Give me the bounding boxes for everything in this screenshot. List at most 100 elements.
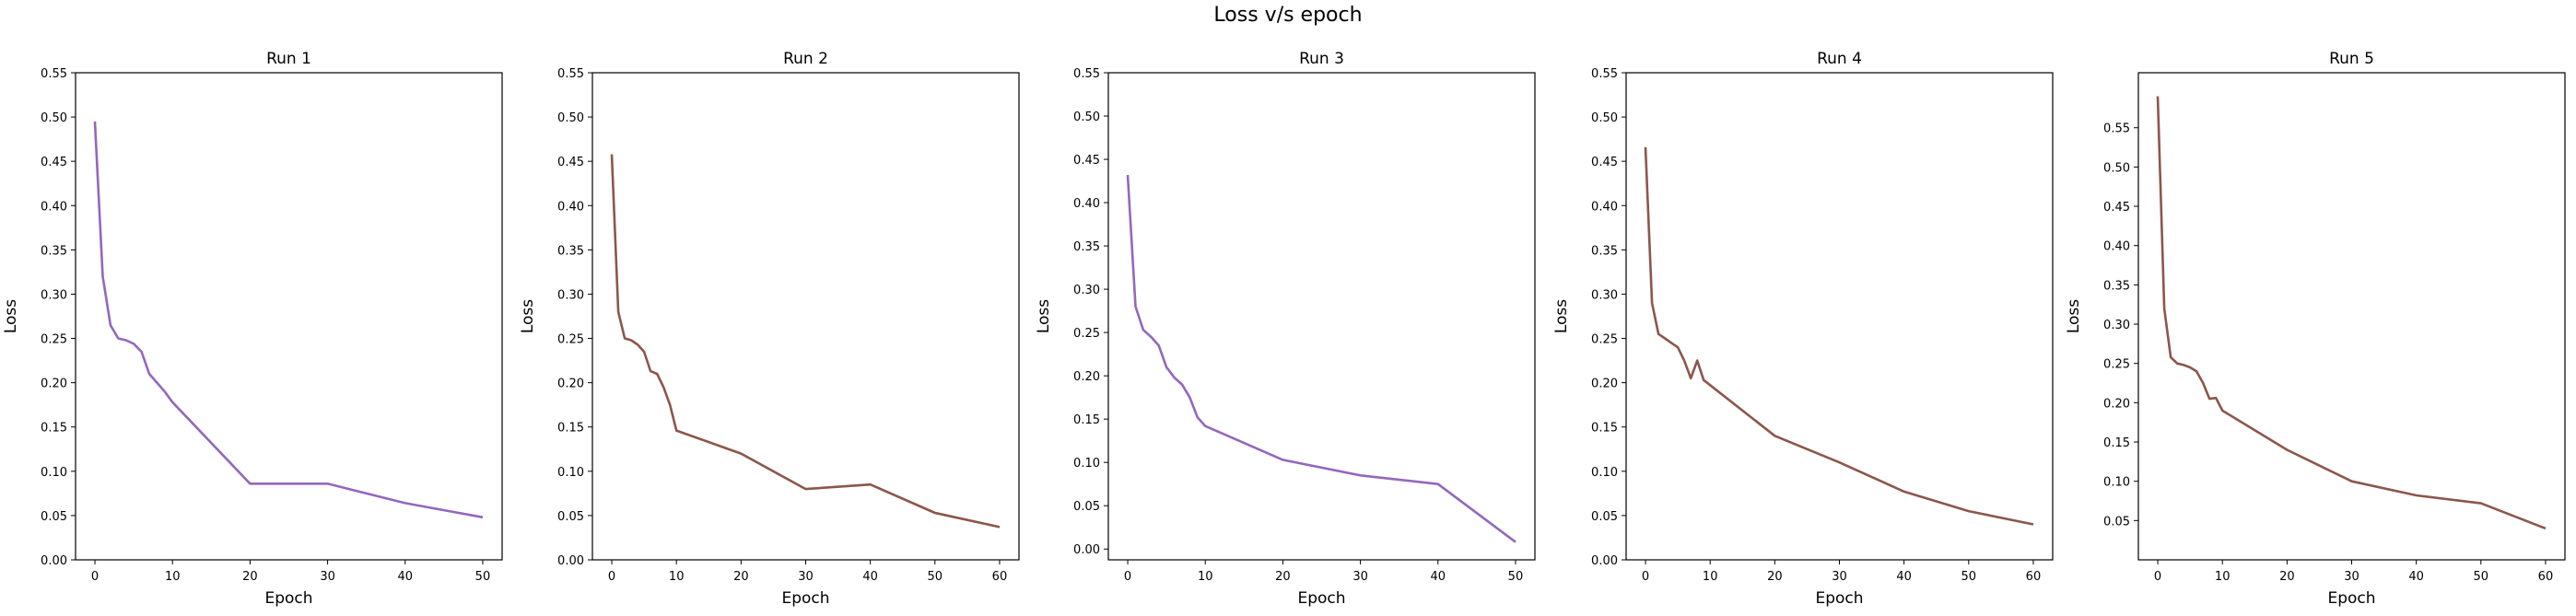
y-tick-label: 0.10 bbox=[557, 466, 584, 480]
y-tick-label: 0.30 bbox=[557, 288, 584, 302]
y-tick-label: 0.55 bbox=[1591, 67, 1618, 81]
loss-line bbox=[610, 154, 1001, 529]
y-tick-label: 0.35 bbox=[557, 244, 584, 258]
y-tick-label: 0.25 bbox=[557, 333, 584, 347]
x-tick-label: 10 bbox=[1703, 570, 1718, 584]
y-tick-label: 0.35 bbox=[1073, 240, 1100, 254]
x-tick-label: 10 bbox=[2215, 570, 2231, 584]
x-tick-label: 60 bbox=[992, 570, 1008, 584]
y-tick-label: 0.10 bbox=[1591, 466, 1618, 480]
y-tick-label: 0.35 bbox=[41, 244, 67, 258]
y-tick-label: 0.50 bbox=[1591, 111, 1618, 125]
y-tick-label: 0.40 bbox=[1073, 197, 1100, 211]
axes-frame bbox=[1625, 72, 2054, 561]
subplot-title: Run 2 bbox=[783, 50, 828, 68]
x-tick-label: 20 bbox=[242, 570, 258, 584]
x-tick-label: 30 bbox=[2344, 570, 2359, 584]
y-tick-label: 0.20 bbox=[2103, 397, 2130, 411]
x-tick-label: 40 bbox=[1430, 570, 1446, 584]
y-tick-label: 0.20 bbox=[1073, 370, 1100, 384]
y-tick-label: 0.15 bbox=[1591, 422, 1618, 436]
axes-frame bbox=[75, 72, 503, 561]
x-tick-label: 10 bbox=[669, 570, 685, 584]
x-axis-label: Epoch bbox=[1297, 589, 1345, 608]
x-tick-label: 10 bbox=[1198, 570, 1213, 584]
y-axis-label: Loss bbox=[2065, 299, 2083, 333]
y-tick-label: 0.25 bbox=[1591, 333, 1618, 347]
y-tick-label: 0.50 bbox=[557, 111, 584, 125]
y-tick-label: 0.05 bbox=[1073, 500, 1100, 514]
axes-frame bbox=[2137, 72, 2566, 561]
y-axis-label: Loss bbox=[1552, 299, 1571, 333]
y-tick-label: 0.50 bbox=[41, 111, 67, 125]
y-tick-label: 0.15 bbox=[2103, 436, 2130, 450]
y-tick-label: 0.55 bbox=[41, 67, 67, 81]
y-tick-label: 0.10 bbox=[2103, 476, 2130, 490]
y-tick-label: 0.00 bbox=[1591, 554, 1618, 568]
x-tick-label: 50 bbox=[928, 570, 943, 584]
x-tick-label: 20 bbox=[1767, 570, 1783, 584]
x-tick-label: 50 bbox=[1508, 570, 1524, 584]
x-tick-label: 60 bbox=[2538, 570, 2554, 584]
y-tick-label: 0.40 bbox=[41, 200, 67, 214]
x-axis-label: Epoch bbox=[1815, 589, 1863, 608]
subplot-run-4: Run 4 0 10 20 30 40 50 60 0.00 0.05 0.10 0.15 0.20 0.… bbox=[1552, 50, 2054, 608]
subplot-title: Run 3 bbox=[1299, 50, 1344, 68]
y-tick-label: 0.50 bbox=[1073, 110, 1100, 124]
subplot-title: Run 1 bbox=[266, 50, 311, 68]
y-tick-label: 0.15 bbox=[41, 422, 67, 436]
y-axis-label: Loss bbox=[519, 299, 537, 333]
x-tick-label: 50 bbox=[2474, 570, 2489, 584]
y-tick-label: 0.40 bbox=[557, 200, 584, 214]
x-tick-label: 40 bbox=[1896, 570, 1912, 584]
loss-line bbox=[1644, 146, 2034, 526]
figure-title: Loss v/s epoch bbox=[1213, 4, 1363, 27]
y-tick-label: 0.15 bbox=[557, 422, 584, 436]
y-axis-label: Loss bbox=[1035, 299, 1053, 333]
x-tick-label: 30 bbox=[1352, 570, 1368, 584]
y-tick-label: 0.40 bbox=[1591, 200, 1618, 214]
x-tick-label: 50 bbox=[1961, 570, 1977, 584]
x-tick-label: 40 bbox=[862, 570, 878, 584]
y-tick-label: 0.45 bbox=[1073, 154, 1100, 168]
y-tick-label: 0.45 bbox=[2103, 201, 2130, 215]
y-tick-label: 0.40 bbox=[2103, 240, 2130, 254]
y-tick-label: 0.00 bbox=[1073, 543, 1100, 557]
y-tick-label: 0.25 bbox=[2103, 358, 2130, 372]
x-axis-label: Epoch bbox=[2327, 589, 2375, 608]
y-tick-label: 0.25 bbox=[1073, 327, 1100, 341]
y-tick-label: 0.20 bbox=[557, 378, 584, 391]
loss-line bbox=[2156, 96, 2547, 530]
y-axis-label: Loss bbox=[2, 299, 20, 333]
y-tick-label: 0.00 bbox=[557, 554, 584, 568]
y-tick-label: 0.55 bbox=[1073, 67, 1100, 81]
x-tick-label: 50 bbox=[475, 570, 491, 584]
y-tick-label: 0.30 bbox=[2103, 319, 2130, 332]
x-tick-label: 0 bbox=[91, 570, 99, 584]
subplot-title: Run 5 bbox=[2329, 50, 2374, 68]
y-tick-label: 0.55 bbox=[557, 67, 584, 81]
x-tick-label: 0 bbox=[608, 570, 615, 584]
y-tick-label: 0.15 bbox=[1073, 413, 1100, 427]
y-tick-label: 0.55 bbox=[2103, 122, 2130, 136]
y-tick-label: 0.20 bbox=[41, 378, 67, 391]
loss-line bbox=[1126, 174, 1516, 543]
loss-line bbox=[93, 121, 484, 519]
y-tick-label: 0.10 bbox=[1073, 457, 1100, 471]
subplot-run-2: Run 2 0 10 20 30 40 50 60 0.00 0.05 0.10 0.15 0.20 0.… bbox=[519, 50, 1020, 608]
y-tick-label: 0.05 bbox=[2103, 515, 2130, 529]
subplot-run-5: Run 5 0 10 20 30 40 50 60 0.05 0.10 0.15 0.20 0.25 0.… bbox=[2065, 50, 2566, 608]
y-tick-label: 0.05 bbox=[1591, 510, 1618, 524]
y-tick-label: 0.50 bbox=[2103, 161, 2130, 175]
axes-frame bbox=[591, 72, 1020, 561]
x-tick-label: 40 bbox=[2408, 570, 2424, 584]
axes-frame bbox=[1107, 72, 1536, 561]
x-tick-label: 10 bbox=[165, 570, 181, 584]
x-tick-label: 30 bbox=[798, 570, 814, 584]
subplot-title: Run 4 bbox=[1817, 50, 1862, 68]
x-tick-label: 0 bbox=[1642, 570, 1649, 584]
y-tick-label: 0.35 bbox=[1591, 244, 1618, 258]
y-tick-label: 0.45 bbox=[557, 156, 584, 169]
y-tick-label: 0.05 bbox=[557, 510, 584, 524]
